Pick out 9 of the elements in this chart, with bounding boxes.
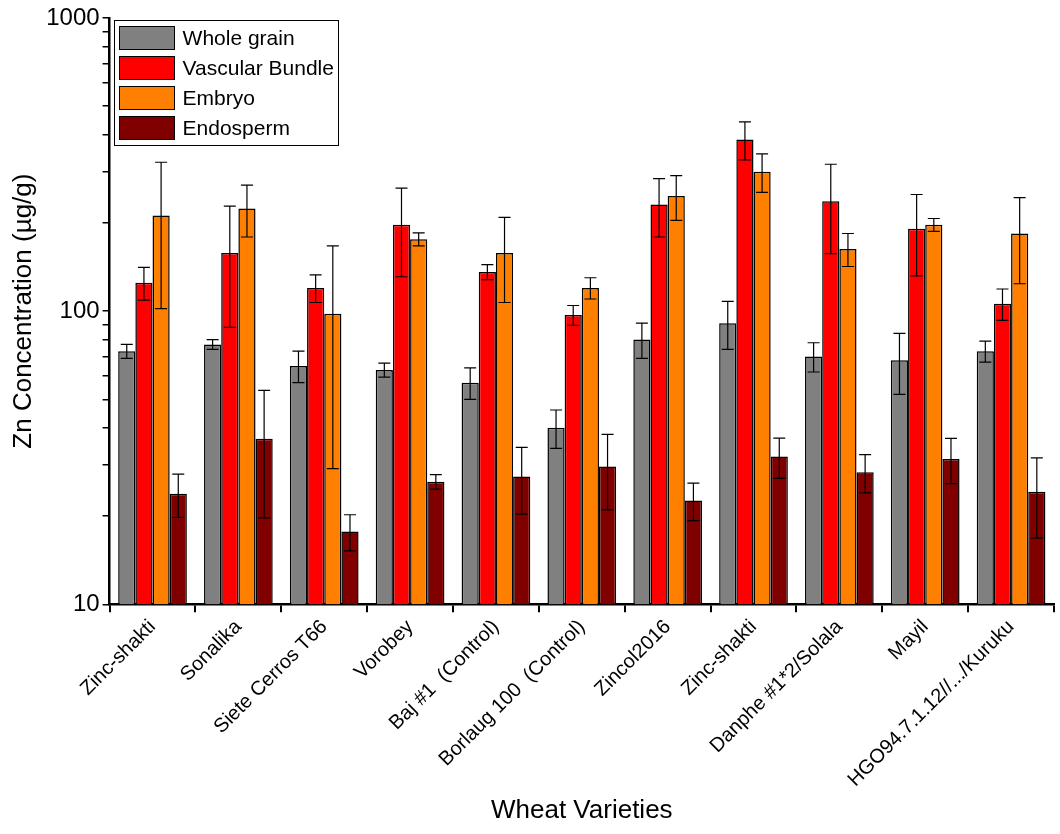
- y-tick-label: 1000: [46, 2, 100, 30]
- legend-label: Vascular Bundle: [182, 55, 334, 81]
- y-axis-title: Zn Concentration (µg/g): [6, 173, 37, 449]
- y-tick-label: 10: [72, 588, 100, 616]
- legend-label: Embryo: [182, 85, 255, 111]
- x-axis-title: Wheat Varieties: [491, 793, 673, 824]
- legend-label: Endosperm: [182, 115, 290, 141]
- y-tick-label: 100: [59, 295, 100, 323]
- legend-label: Whole grain: [182, 25, 295, 51]
